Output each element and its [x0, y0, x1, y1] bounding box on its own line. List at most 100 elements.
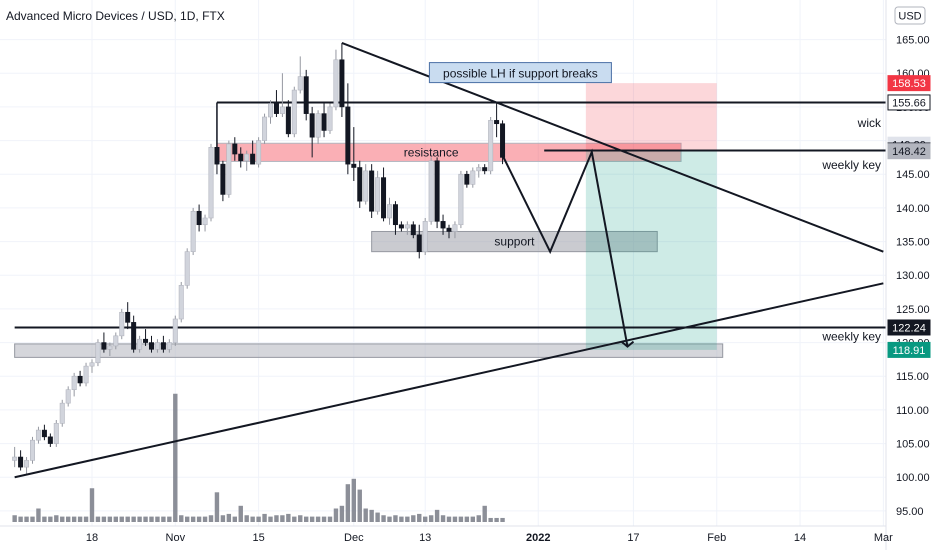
volume-bar-22	[143, 516, 148, 522]
candle-30	[190, 207, 196, 256]
candle-35	[220, 160, 226, 202]
candle-71	[434, 157, 440, 229]
candle-74	[452, 221, 458, 239]
volume-bar-64	[393, 515, 398, 522]
candle-57	[351, 127, 357, 181]
price-badge-label: 148.42	[892, 146, 926, 158]
candle-66	[404, 221, 410, 235]
currency-button[interactable]: USD	[894, 6, 926, 25]
candle-16	[107, 342, 113, 357]
volume-bar-8	[60, 516, 65, 522]
candle-body	[303, 76, 309, 114]
candle-1	[18, 450, 24, 471]
volume-bar-9	[66, 516, 71, 522]
candle-body	[392, 204, 398, 226]
time-tick-label: Feb	[707, 532, 726, 544]
candle-body	[232, 143, 238, 155]
volume-bar-49	[304, 516, 309, 522]
candle-body	[238, 153, 244, 162]
possible-lh-note-box	[428, 62, 612, 84]
candle-body	[440, 221, 446, 229]
volume-bar-57	[351, 478, 356, 522]
candle-body	[220, 163, 226, 195]
volume-bar-14	[95, 516, 101, 522]
candle-body	[208, 147, 214, 219]
candle-44	[273, 90, 279, 117]
ascending-trendline	[14, 282, 884, 479]
candle-49	[303, 69, 309, 121]
candle-body	[18, 456, 24, 468]
candle-27	[172, 315, 178, 346]
candle-body	[434, 160, 440, 222]
volume-bar-69	[423, 516, 428, 522]
candle-6	[47, 433, 53, 447]
volume-bar-40	[250, 516, 255, 522]
candle-25	[160, 335, 166, 353]
volume-bar-67	[411, 515, 416, 522]
volume-bar-24	[155, 516, 160, 522]
volume-bar-45	[280, 515, 285, 522]
price-tick-label: 130.00	[896, 270, 930, 282]
time-tick-label: 18	[86, 532, 98, 544]
candle-19	[125, 302, 131, 330]
price-badge-155.66: 155.66	[887, 94, 931, 111]
volume-bar-32	[202, 516, 208, 522]
candle-body	[202, 217, 208, 226]
candle-body	[71, 375, 77, 391]
volume-bar-54	[333, 508, 339, 522]
candle-80	[488, 117, 494, 175]
resistance-label: resistance	[404, 145, 459, 159]
volume-bar-70	[428, 515, 434, 522]
price-axis[interactable]: 95.00100.00105.00110.00115.00120.00125.0…	[885, 0, 931, 550]
volume-bar-21	[137, 516, 142, 522]
candle-body	[386, 204, 392, 219]
volume-bar-78	[476, 515, 481, 522]
candle-2	[24, 457, 30, 474]
volume-bar-46	[286, 513, 291, 522]
volume-bar-34	[214, 492, 220, 522]
candle-75	[458, 170, 464, 229]
candle-41	[256, 137, 262, 168]
candle-body	[262, 116, 268, 141]
price-badge-label: 158.53	[892, 78, 926, 90]
volume-bar-66	[405, 516, 410, 522]
volume-bar-71	[434, 509, 440, 522]
volume-bar-74	[452, 516, 458, 522]
candle-body	[446, 227, 452, 232]
candle-body	[83, 365, 89, 384]
candles	[12, 42, 506, 474]
candle-body	[410, 224, 416, 236]
short-position-tool[interactable]	[585, 83, 717, 350]
volume-bar-20	[131, 516, 136, 522]
price-badge-158.53: 158.53	[887, 75, 931, 92]
candle-47	[291, 86, 297, 138]
price-badge-bg	[887, 94, 931, 111]
candle-42	[262, 113, 268, 144]
candle-81	[494, 101, 500, 138]
candle-body	[214, 147, 220, 165]
candle-body	[226, 143, 232, 195]
candle-8	[59, 399, 65, 427]
time-axis[interactable]: 18 Nov 15 Dec 13 2022 17 Feb 14 Mar	[0, 525, 893, 544]
candle-body	[41, 429, 47, 438]
candle-body	[470, 170, 476, 185]
currency-button-label: USD	[898, 11, 921, 23]
volume-bar-26	[167, 516, 172, 522]
volume-bar-6	[48, 516, 53, 522]
wick-label: wick	[857, 116, 882, 130]
candle-37	[232, 137, 238, 161]
candle-body	[464, 173, 470, 185]
price-tick-label: 145.00	[896, 169, 930, 181]
candle-body	[190, 210, 196, 252]
candle-body	[345, 106, 351, 165]
candle-17	[113, 332, 119, 350]
volume-bar-51	[315, 516, 321, 522]
volume-bar-3	[30, 516, 35, 522]
price-badge-bg	[887, 75, 931, 92]
candle-7	[53, 420, 59, 447]
volume-bar-82	[500, 517, 505, 522]
volume-bar-33	[208, 515, 214, 522]
support-zone	[371, 230, 658, 253]
